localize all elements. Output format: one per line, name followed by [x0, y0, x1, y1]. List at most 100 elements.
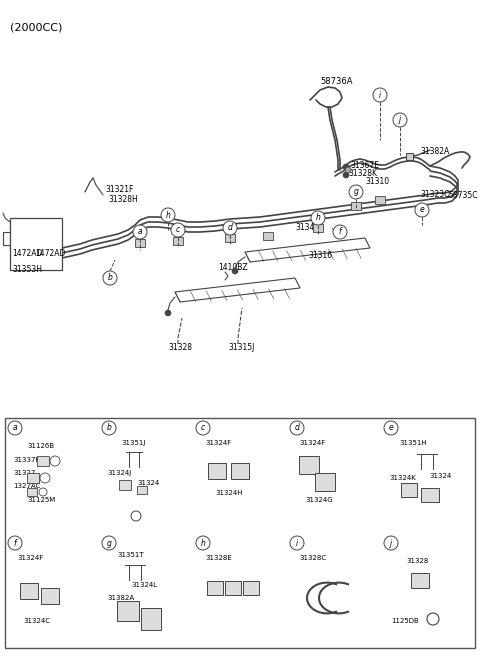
- Bar: [141, 608, 161, 630]
- Circle shape: [171, 223, 185, 237]
- Text: 31328: 31328: [168, 344, 192, 352]
- Text: 31324G: 31324G: [305, 497, 333, 503]
- Circle shape: [290, 536, 304, 550]
- Text: 31340: 31340: [295, 224, 319, 232]
- Circle shape: [290, 421, 304, 435]
- Text: (2000CC): (2000CC): [10, 22, 62, 32]
- Circle shape: [232, 268, 238, 274]
- Circle shape: [102, 421, 116, 435]
- Bar: [225, 234, 235, 242]
- Text: d: d: [228, 224, 232, 232]
- Bar: [225, 581, 241, 595]
- Text: 31324K: 31324K: [389, 475, 416, 481]
- Circle shape: [161, 208, 175, 222]
- Text: 1125DB: 1125DB: [391, 618, 419, 624]
- Circle shape: [223, 221, 237, 235]
- Text: 31337F: 31337F: [13, 457, 39, 463]
- Text: 31351H: 31351H: [399, 440, 427, 446]
- Bar: [119, 480, 131, 490]
- Text: e: e: [420, 205, 424, 215]
- Bar: [411, 573, 429, 588]
- Bar: [27, 473, 39, 483]
- Text: 1327AC: 1327AC: [13, 483, 40, 489]
- Text: 31324: 31324: [429, 473, 451, 479]
- Text: 31353H: 31353H: [12, 266, 42, 274]
- Bar: [20, 583, 38, 599]
- Bar: [10, 218, 62, 270]
- Text: c: c: [176, 226, 180, 234]
- Bar: [207, 581, 223, 595]
- Bar: [137, 486, 147, 494]
- Text: 31351T: 31351T: [117, 552, 144, 558]
- Bar: [313, 224, 323, 232]
- Bar: [37, 456, 49, 466]
- Text: i: i: [379, 91, 381, 100]
- Text: 31310: 31310: [365, 178, 389, 186]
- Circle shape: [415, 203, 429, 217]
- Text: 31382A: 31382A: [420, 148, 449, 157]
- Text: 31316: 31316: [308, 251, 332, 260]
- Text: a: a: [138, 228, 142, 237]
- Text: g: g: [107, 539, 111, 548]
- Text: 31324: 31324: [137, 480, 159, 486]
- Text: 31321F: 31321F: [105, 186, 133, 194]
- Text: 31328H: 31328H: [108, 195, 138, 205]
- Text: 31328C: 31328C: [299, 555, 326, 561]
- Text: h: h: [166, 211, 170, 220]
- Circle shape: [343, 164, 349, 170]
- Bar: [401, 483, 417, 497]
- Text: h: h: [201, 539, 205, 548]
- Text: 31315J: 31315J: [228, 344, 254, 352]
- Text: f: f: [14, 539, 16, 548]
- Circle shape: [393, 113, 407, 127]
- Text: d: d: [295, 424, 300, 432]
- Circle shape: [8, 536, 22, 550]
- Text: 1410BZ: 1410BZ: [218, 264, 248, 272]
- Circle shape: [349, 185, 363, 199]
- Circle shape: [343, 172, 349, 178]
- Text: 31351J: 31351J: [121, 440, 145, 446]
- Text: 31328K: 31328K: [348, 169, 377, 178]
- Text: 31324F: 31324F: [299, 440, 325, 446]
- Text: 31327: 31327: [13, 470, 36, 476]
- Bar: [5, 418, 475, 648]
- Bar: [41, 588, 59, 604]
- Text: 31324J: 31324J: [107, 470, 131, 476]
- Text: j: j: [390, 539, 392, 548]
- Text: 31324C: 31324C: [23, 618, 50, 624]
- Text: e: e: [389, 424, 394, 432]
- Text: b: b: [107, 424, 111, 432]
- Text: 58735C: 58735C: [448, 190, 478, 199]
- Circle shape: [133, 225, 147, 239]
- Circle shape: [311, 211, 325, 225]
- Text: a: a: [12, 424, 17, 432]
- Text: 31126B: 31126B: [27, 443, 54, 449]
- Text: i: i: [296, 539, 298, 548]
- Text: 1472AD: 1472AD: [35, 249, 65, 258]
- Text: c: c: [201, 424, 205, 432]
- Bar: [231, 463, 249, 479]
- Circle shape: [196, 421, 210, 435]
- Bar: [243, 581, 259, 595]
- Bar: [27, 488, 37, 496]
- Text: b: b: [108, 274, 112, 283]
- Text: 31324F: 31324F: [17, 555, 43, 561]
- Bar: [351, 202, 361, 210]
- Text: g: g: [354, 188, 359, 197]
- Bar: [173, 237, 183, 245]
- Text: 31328: 31328: [406, 558, 428, 564]
- Text: 1472AD: 1472AD: [12, 249, 42, 258]
- Text: 31125M: 31125M: [27, 497, 55, 503]
- Circle shape: [384, 421, 398, 435]
- Text: 31324H: 31324H: [215, 490, 242, 496]
- Text: 31382A: 31382A: [107, 595, 134, 601]
- Text: h: h: [315, 213, 321, 222]
- Circle shape: [333, 225, 347, 239]
- Text: j: j: [399, 115, 401, 125]
- Bar: [117, 601, 139, 621]
- Text: 58736A: 58736A: [320, 77, 352, 87]
- Text: 31324L: 31324L: [131, 582, 157, 588]
- Circle shape: [345, 167, 351, 173]
- Circle shape: [373, 88, 387, 102]
- Text: f: f: [339, 228, 341, 237]
